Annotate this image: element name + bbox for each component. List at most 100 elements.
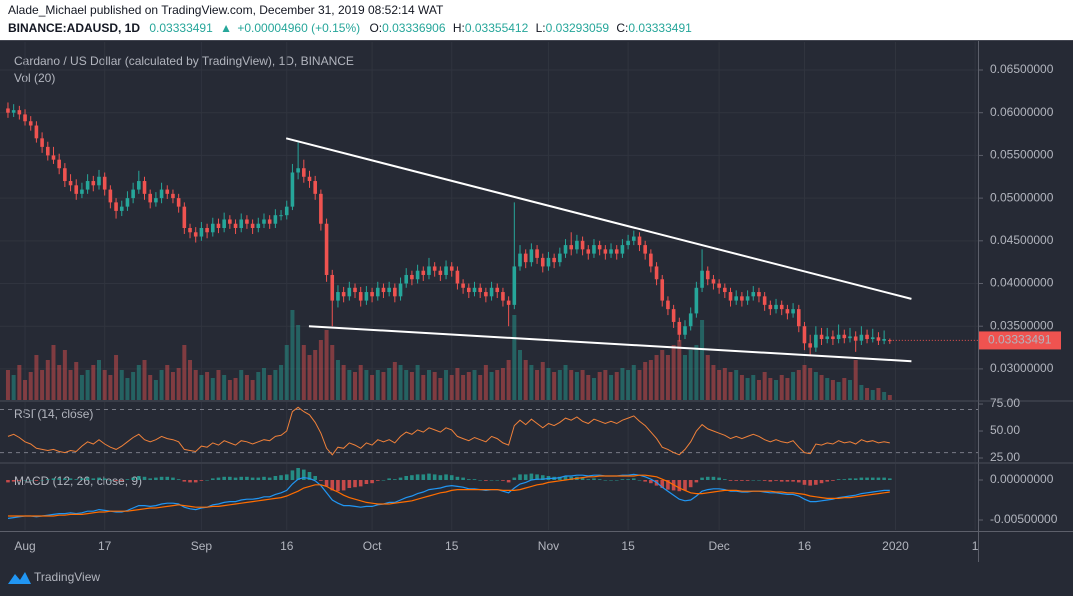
candle-body — [51, 155, 56, 160]
candle-body — [603, 249, 608, 254]
histogram-bar — [279, 475, 283, 480]
histogram-bar — [688, 480, 693, 488]
candle-body — [205, 228, 209, 233]
histogram-bar — [358, 480, 363, 487]
histogram-bar — [222, 476, 226, 480]
y-tick-label: 0.06000000 — [990, 105, 1054, 119]
rsi-line — [7, 406, 890, 456]
histogram-bar — [427, 473, 431, 480]
volume-bar — [791, 372, 796, 400]
histogram-bar — [205, 480, 209, 481]
volume-bar — [23, 380, 28, 400]
candle-body — [216, 223, 221, 229]
x-tick-label: Sep — [191, 539, 213, 553]
histogram-bar — [114, 480, 118, 481]
histogram-bar — [660, 480, 665, 488]
volume-bar — [57, 365, 62, 400]
candle-body — [882, 339, 886, 341]
volume-bar — [603, 370, 608, 400]
candle-body — [97, 176, 101, 186]
y-tick-label: 0.00000000 — [990, 472, 1054, 486]
histogram-bar — [859, 477, 864, 480]
candle-body — [597, 245, 602, 250]
histogram-bar — [302, 469, 306, 480]
volume-bar — [279, 365, 284, 400]
x-tick-label: 15 — [621, 539, 635, 553]
volume-bar — [546, 368, 551, 400]
volume-bar — [774, 380, 779, 400]
candle-body — [853, 336, 858, 341]
candle-body — [791, 309, 795, 314]
volume-bar — [580, 370, 585, 400]
x-tick-label: 17 — [98, 539, 112, 553]
volume-bar — [40, 370, 45, 400]
volume-bar — [205, 372, 210, 400]
volume-bar — [768, 378, 773, 400]
volume-bar — [694, 345, 699, 400]
volume-bar — [404, 370, 409, 400]
histogram-bar — [865, 477, 869, 480]
histogram-bar — [137, 476, 141, 480]
candle-body — [614, 249, 619, 254]
candle-body — [256, 223, 261, 229]
histogram-bar — [74, 479, 79, 480]
candle-body — [415, 270, 420, 280]
histogram-bar — [796, 480, 801, 483]
x-tick-label: Aug — [14, 539, 35, 553]
volume-bar — [159, 370, 164, 400]
histogram-bar — [888, 478, 892, 480]
histogram-bar — [831, 480, 835, 481]
candle-body — [467, 287, 471, 293]
candle-body — [461, 283, 465, 288]
histogram-bar — [256, 477, 261, 480]
volume-bar — [688, 350, 693, 400]
macd-line — [8, 474, 890, 517]
histogram-bar — [785, 480, 790, 482]
volume-bar — [313, 350, 318, 400]
candle-body — [17, 110, 22, 115]
y-tick-label: 0.04000000 — [990, 276, 1054, 290]
histogram-bar — [28, 480, 33, 481]
histogram-bar — [432, 474, 437, 480]
candle-body — [148, 193, 152, 203]
close-label: C: — [616, 21, 628, 35]
volume-bar — [466, 372, 471, 400]
volume-bar — [859, 385, 864, 400]
volume-bar — [478, 375, 483, 400]
candle-body — [785, 309, 790, 314]
histogram-bar — [489, 480, 494, 481]
volume-bar — [222, 375, 227, 400]
volume-bar — [102, 370, 107, 400]
candle-body — [569, 245, 574, 250]
candle-body — [199, 228, 204, 237]
volume-bar — [108, 375, 113, 400]
volume-bar — [830, 380, 835, 400]
histogram-bar — [57, 478, 61, 480]
volume-bar — [677, 340, 682, 400]
volume-bar — [557, 370, 562, 400]
histogram-bar — [700, 477, 704, 480]
histogram-bar — [245, 476, 249, 480]
histogram-bar — [882, 477, 886, 480]
candle-body — [472, 287, 477, 293]
histogram-bar — [563, 476, 568, 480]
volume-bar — [785, 378, 790, 400]
brand-logo: TradingView — [8, 570, 100, 584]
histogram-bar — [825, 480, 830, 482]
volume-bar — [620, 368, 625, 400]
histogram-bar — [626, 479, 630, 480]
candle-body — [273, 215, 278, 224]
candle-body — [222, 219, 226, 229]
histogram-bar — [171, 477, 175, 480]
volume-bar — [711, 365, 716, 400]
histogram-bar — [734, 480, 739, 481]
volume-bar — [199, 375, 204, 400]
histogram-bar — [467, 479, 471, 480]
volume-bar — [586, 375, 591, 400]
candle-body — [284, 206, 289, 216]
histogram-bar — [705, 476, 710, 480]
candle-body — [819, 334, 824, 340]
candle-body — [336, 292, 340, 301]
macd-line — [7, 473, 890, 519]
